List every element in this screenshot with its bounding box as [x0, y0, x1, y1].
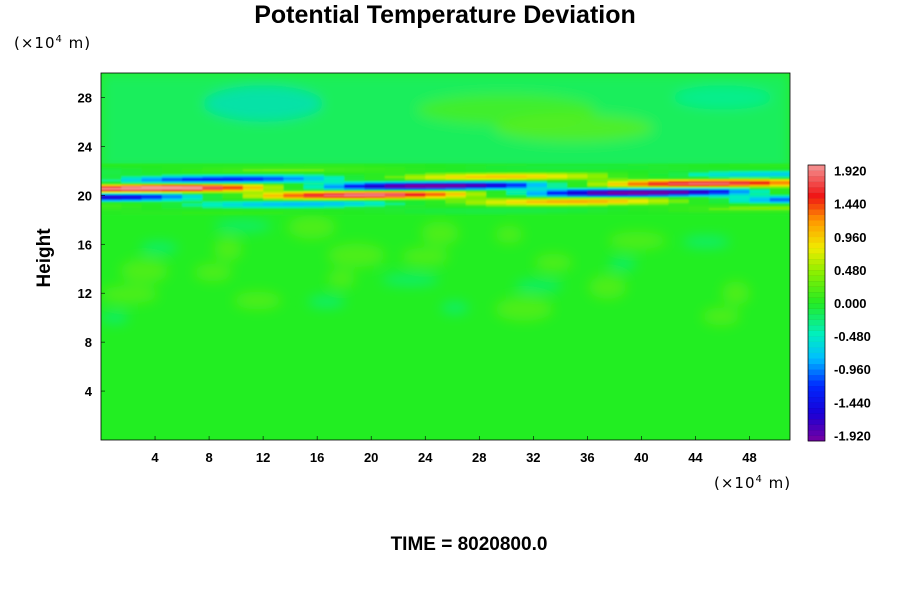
colorbar-segment: [808, 264, 825, 271]
colorbar-segment: [808, 325, 825, 331]
y-axis-label: Height: [34, 228, 55, 288]
colorbar-segment: [808, 187, 825, 193]
colorbar-segment: [808, 396, 825, 403]
y-tick-label: 4: [85, 384, 93, 399]
colorbar-segment: [808, 308, 825, 315]
colorbar-segment: [808, 280, 825, 287]
y-axis-ticks: 4 8 12 16 20 24 28: [78, 90, 105, 399]
colorbar-tick-label: -0.960: [834, 362, 871, 377]
x-tick-label: 24: [418, 450, 433, 465]
colorbar-segment: [808, 352, 825, 359]
x-tick-label: 32: [526, 450, 540, 465]
colorbar-segment: [808, 363, 825, 370]
plot-frame: [100, 72, 791, 441]
colorbar-segment: [808, 192, 825, 199]
colorbar-segment: [808, 303, 825, 309]
x-tick-label: 44: [688, 450, 703, 465]
colorbar-segment: [808, 319, 825, 326]
y-axis-unit: (×104 m): [14, 34, 91, 52]
colorbar-frame: [807, 164, 826, 442]
colorbar-segment: [808, 198, 825, 204]
x-tick-label: 4: [151, 450, 159, 465]
colorbar-segment: [808, 358, 825, 365]
colorbar-segment: [808, 418, 825, 425]
colorbar-tick-label: 0.480: [834, 263, 867, 278]
colorbar-segment: [808, 242, 825, 249]
x-axis-ticks: 4 8 12 16 20 24 28 32 36 40 44 48: [151, 436, 757, 465]
colorbar-tick-label: -1.920: [834, 428, 871, 443]
mid-layer: [101, 215, 750, 326]
y-tick-label: 8: [85, 335, 92, 350]
x-tick-label: 16: [310, 450, 324, 465]
colorbar-segment: [808, 407, 825, 414]
colorbar-tick-label: 0.960: [834, 230, 867, 245]
colorbar-segment: [808, 341, 825, 348]
colorbar-segment: [808, 258, 825, 265]
x-tick-label: 28: [472, 450, 486, 465]
colorbar-segment: [808, 314, 825, 320]
colorbar-segment: [808, 297, 825, 304]
colorbar-segment: [808, 165, 825, 171]
colorbar-segment: [808, 391, 825, 398]
colorbar-segment: [808, 330, 825, 337]
colorbar-segment: [808, 170, 825, 177]
y-tick-label: 20: [78, 188, 92, 203]
x-axis-unit: (×104 m): [714, 474, 791, 492]
colorbar-segment: [808, 435, 825, 442]
plot-area: [101, 73, 790, 440]
heatmap-field: [101, 73, 790, 326]
x-tick-label: 36: [580, 450, 594, 465]
colorbar-segment: [808, 385, 825, 392]
colorbar-segment: [808, 209, 825, 215]
colorbar-segment: [808, 231, 825, 238]
x-tick-label: 20: [364, 450, 378, 465]
x-tick-label: 48: [742, 450, 756, 465]
colorbar-segment: [808, 374, 825, 381]
upper-band: [101, 73, 790, 171]
chart-title: Potential Temperature Deviation: [254, 1, 636, 29]
y-tick-label: 12: [78, 286, 92, 301]
colorbar-segment: [808, 220, 825, 227]
colorbar-tick-label: -0.480: [834, 329, 871, 344]
colorbar-segment: [808, 380, 825, 387]
colorbar-segment: [808, 286, 825, 293]
colorbar-ticks: 1.920 1.440 0.960 0.480 0.000 -0.480 -0.960 -1.…: [834, 164, 871, 444]
colorbar-segment: [808, 347, 825, 353]
colorbar-segment: [808, 269, 825, 276]
colorbar-segment: [808, 225, 825, 232]
colorbar-segment: [808, 253, 825, 260]
y-tick-label: 16: [78, 237, 92, 252]
colorbar-tick-label: 1.440: [834, 197, 867, 212]
y-tick-label: 24: [78, 139, 93, 154]
colorbar-segment: [808, 429, 825, 436]
colorbar-tick-label: 1.920: [834, 164, 867, 179]
colorbar-segment: [808, 291, 825, 298]
colorbar-segment: [808, 214, 825, 221]
colorbar-tick-label: 0.000: [834, 296, 867, 311]
colorbar-tick-label: -1.440: [834, 395, 871, 410]
colorbar: [807, 164, 826, 442]
x-tick-label: 12: [256, 450, 270, 465]
colorbar-segment: [808, 336, 825, 342]
colorbar-segment: [808, 236, 825, 243]
colorbar-segment: [808, 181, 825, 188]
colorbar-segment: [808, 369, 825, 376]
colorbar-segment: [808, 424, 825, 431]
colorbar-segment: [808, 402, 825, 409]
colorbar-segment: [808, 247, 825, 254]
time-label: TIME = 8020800.0: [391, 534, 548, 555]
x-tick-label: 8: [205, 450, 212, 465]
y-tick-label: 28: [78, 90, 92, 105]
oscillation-layer: [101, 163, 790, 215]
colorbar-segment: [808, 413, 825, 420]
x-tick-label: 40: [634, 450, 648, 465]
colorbar-segment: [808, 203, 825, 210]
colorbar-segment: [808, 176, 825, 182]
colorbar-segment: [808, 275, 825, 282]
